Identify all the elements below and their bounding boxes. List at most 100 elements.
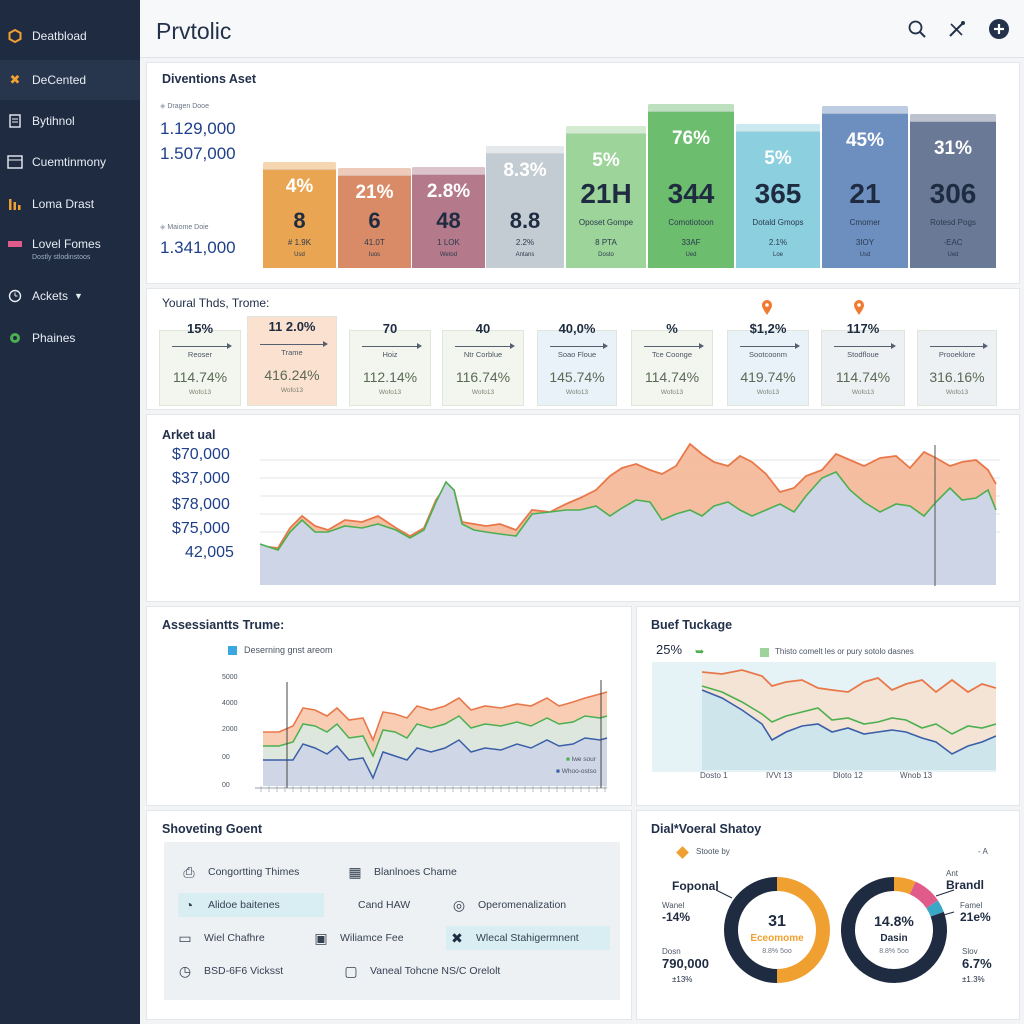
- sidebar-item-loma-drast[interactable]: Loma Drast: [0, 184, 140, 224]
- sidebar-item-label: Lovel Fomes: [32, 237, 101, 251]
- shortcut-item[interactable]: ◎ Operomenalization: [448, 893, 598, 917]
- trend-card-value: 112.14%: [362, 369, 418, 385]
- add-button[interactable]: [986, 16, 1012, 42]
- kpi-bar[interactable]: 21% 6 41.0T Iuos: [338, 168, 411, 268]
- cross-icon: ✖: [9, 72, 21, 87]
- section-title: Buef Tuckage: [651, 618, 733, 632]
- trend-card-top: 15%: [186, 321, 214, 336]
- bar-footer: 3IOY: [855, 238, 875, 247]
- trend-card[interactable]: $1,2% Sootcoonm 419.74% Wofo13: [727, 321, 809, 406]
- trend-card-value: 114.74%: [644, 369, 700, 385]
- kpi-bar[interactable]: 5% 365 Dotald Gmops 2.1% Loe: [736, 124, 820, 268]
- donut-label: ±13%: [672, 975, 692, 984]
- sidebar-item-lovel-fomes[interactable]: Lovel Fomes Dostly stlodinstoos: [0, 224, 140, 264]
- legend-label: Thisto comelt les or pury sotolo dasnes: [775, 647, 914, 656]
- donut-label-value: 21e%: [960, 910, 991, 924]
- donut-label: ±1.3%: [962, 975, 985, 984]
- donut-label-value: 6.7%: [962, 956, 992, 971]
- trend-card[interactable]: 70 Hoiz 112.14% Wofo13: [349, 321, 431, 406]
- shortcut-item[interactable]: ⎙ Congortting Thimes: [178, 860, 328, 884]
- trend-card[interactable]: 15% Reoser 114.74% Wofo13: [159, 321, 241, 406]
- bar-cap: [648, 104, 734, 112]
- donut-center-sub: 8.8% 5oo: [762, 948, 792, 955]
- kpi-bar[interactable]: 76% 344 Comotiotoon 33AF Ued: [648, 104, 734, 268]
- x-axis-label: Wnob 13: [900, 771, 933, 780]
- search-button[interactable]: [904, 16, 930, 42]
- trend-card-value: 114.74%: [835, 369, 891, 385]
- shortcut-item[interactable]: ▦ Blanlnoes Chame: [344, 860, 494, 884]
- add-icon: [989, 19, 1009, 39]
- clock-icon: ◷: [178, 962, 192, 979]
- trend-card-foot: Wofo13: [280, 387, 304, 394]
- trend-card-label: Sootcoonm: [749, 350, 787, 359]
- trend-card[interactable]: Prooeklore 316.16% Wofo13: [917, 330, 997, 406]
- sidebar-item-ackets[interactable]: Ackets ▼: [0, 276, 140, 316]
- shortcut-item[interactable]: ▣ Wiliamce Fee: [310, 926, 434, 950]
- shortcut-item[interactable]: ◔ Alidoe baitenes: [178, 893, 324, 917]
- shortcut-item[interactable]: Cand HAW: [330, 893, 430, 917]
- sidebar-item-label: Cuemtinmony: [32, 155, 107, 169]
- market-area-blue: [260, 472, 996, 585]
- sidebar-item-dashboard[interactable]: Deatbload: [0, 16, 140, 56]
- donut-label: Wanel -14%: [662, 901, 690, 924]
- legend-label: ■ lwe sour: [566, 756, 596, 763]
- y-value: 1.507,000: [160, 144, 236, 163]
- trend-card[interactable]: % Tce Coonge 114.74% Wofo13: [631, 321, 713, 406]
- shortcut-label: Congortting Thimes: [208, 866, 300, 878]
- bar-footer-sub: Dosto: [598, 252, 614, 258]
- donut-left-segment-orange: [776, 877, 830, 983]
- bar-cap: [263, 162, 336, 170]
- kpi-bar[interactable]: 31% 306 Rotesd Pogs -EAC Ued: [910, 114, 996, 268]
- market-chart: [260, 442, 1000, 586]
- chat-icon: ◔: [184, 897, 194, 913]
- buf-chart: [652, 662, 996, 772]
- bar-value: 8.8: [509, 208, 541, 233]
- sidebar-item-cuemtinmony[interactable]: Cuemtinmony: [0, 142, 140, 182]
- y-axis-label: 42,005: [185, 544, 234, 561]
- y-axis-label: $37,000: [172, 470, 230, 487]
- trend-card-label: Tce Coonge: [651, 350, 693, 359]
- trend-card-foot: Wofo13: [565, 389, 589, 396]
- clock-icon: [6, 287, 24, 305]
- arrow-right-icon: [455, 343, 515, 349]
- shortcut-item[interactable]: ▭ Wiel Chafhre: [174, 926, 298, 950]
- trend-card[interactable]: 40,0% Soao Floue 145.74% Wofo13: [537, 321, 617, 406]
- shortcut-grid: [164, 842, 620, 1000]
- shortcut-item[interactable]: ▢ Vaneal Tohcne NS/C Orelolt: [340, 959, 540, 983]
- trend-card[interactable]: 117% Stodfloue 114.74% Wofo13: [821, 321, 905, 406]
- bar-footer-sub: Ued: [685, 252, 697, 258]
- assess-chart: [255, 680, 608, 792]
- kpi-bar[interactable]: 5% 21H Oposet Gompe 8 PTA Dosto: [566, 126, 646, 268]
- page-title: Prvtolic: [156, 18, 232, 44]
- kpi-bar[interactable]: 8.3% 8.8 2.2% Antans: [486, 146, 564, 268]
- sidebar-item-label: Loma Drast: [32, 197, 95, 211]
- shortcut-label: Wlecal Stahigermnent: [476, 932, 579, 944]
- sidebar-item-bytihnol[interactable]: Bytihnol: [0, 101, 140, 141]
- y-axis-value: 25%: [656, 642, 683, 657]
- trend-card[interactable]: 40 Ntr Corblue 116.74% Wofo13: [442, 321, 524, 406]
- kpi-bar[interactable]: 4% 8 # 1.9K Usd: [263, 162, 336, 268]
- shortcut-item[interactable]: ◷ BSD-6F6 Vicksst: [174, 959, 320, 983]
- market-line-green: [260, 471, 997, 551]
- trend-card[interactable]: 11 2.0% Trame 416.24% Wofo13: [247, 316, 337, 406]
- sidebar-item-label: Ackets: [32, 289, 69, 303]
- sidebar-item-phaines[interactable]: Phaines: [0, 318, 140, 358]
- arrow-right-icon: [930, 343, 988, 349]
- buf-line-green: [701, 685, 996, 735]
- hexagon-icon: [6, 27, 24, 45]
- screen-icon: ▣: [314, 929, 328, 946]
- kpi-bar[interactable]: 45% 21 Cmomer 3IOY Usd: [822, 106, 908, 268]
- shortcut-label: Wiliamce Fee: [340, 932, 404, 944]
- donut-panel: [636, 810, 1020, 1020]
- bar-cap: [338, 168, 411, 176]
- section-title: Shoveting Goent: [162, 822, 262, 836]
- sidebar-item-decented[interactable]: ✖ DeCented: [0, 60, 140, 100]
- card-icon: [6, 235, 24, 253]
- shortcut-item[interactable]: ✖ Wlecal Stahigermnent: [446, 926, 610, 950]
- donut-right-segment-pink: [909, 881, 938, 909]
- bar-value: 344: [667, 178, 715, 209]
- tools-button[interactable]: [944, 16, 970, 42]
- section-title: Diventions Aset: [162, 72, 257, 86]
- arrow-right-icon: [260, 341, 328, 347]
- kpi-bar[interactable]: 2.8% 48 1 LOK Wetod: [412, 167, 485, 268]
